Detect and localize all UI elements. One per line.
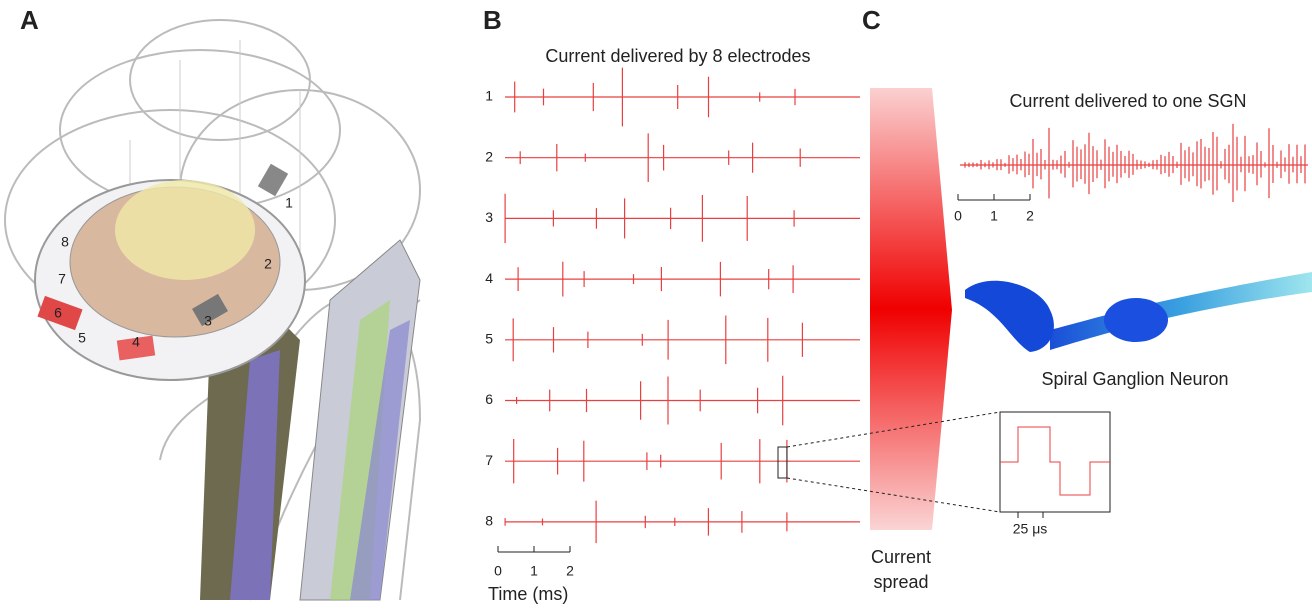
scale-tick: 0 <box>954 208 962 224</box>
spread-label: Current <box>871 547 931 567</box>
panel-labels: A B C <box>20 5 881 35</box>
electrode-label: 2 <box>264 256 272 272</box>
channel-label: 2 <box>485 148 493 164</box>
inset-scale-label: 25 μs <box>1013 521 1048 537</box>
time-scale-bar <box>497 546 571 553</box>
channel-label: 6 <box>485 391 493 407</box>
electrode-traces: 1 2 3 4 5 6 7 8 <box>485 67 860 544</box>
electrode-labels: 1 2 3 4 56 7 8 <box>54 195 293 350</box>
spread-label: spread <box>873 572 928 592</box>
channel-label: 3 <box>485 209 493 225</box>
sgn-scale-bar <box>957 194 1031 201</box>
trace <box>960 123 1308 202</box>
scale-tick: 2 <box>566 563 574 579</box>
trace <box>505 133 860 183</box>
trace <box>505 261 860 297</box>
scale-tick: 2 <box>1026 208 1034 224</box>
inset <box>777 411 1111 518</box>
trace <box>505 315 860 365</box>
channel-label: 4 <box>485 270 493 286</box>
trace <box>504 193 860 244</box>
neuron-illustration <box>965 272 1312 352</box>
electrode-label: 8 <box>61 234 69 250</box>
channel-label: 5 <box>485 331 493 347</box>
electrode-label: 1 <box>285 195 293 211</box>
sgn-trace <box>960 123 1308 202</box>
electrode-label: 5 <box>78 330 86 346</box>
panel-label: B <box>483 5 502 35</box>
electrode-ring <box>34 163 306 381</box>
channel-label: 8 <box>485 513 493 529</box>
panel-title: Current delivered to one SGN <box>1009 91 1246 111</box>
electrode-label: 6 <box>54 305 62 321</box>
trace <box>505 439 860 484</box>
electrode-label: 7 <box>58 271 66 287</box>
panel-title: Current delivered by 8 electrodes <box>545 46 810 66</box>
scale-tick: 0 <box>494 563 502 579</box>
scale-tick: 1 <box>990 208 998 224</box>
neuron-label: Spiral Ganglion Neuron <box>1041 369 1228 389</box>
panel-label: A <box>20 5 39 35</box>
axis-label: Time (ms) <box>488 584 568 604</box>
nerve-bundle <box>200 239 421 601</box>
trace <box>504 500 860 544</box>
panel-label: C <box>862 5 881 35</box>
trace <box>505 67 860 127</box>
channel-label: 1 <box>485 88 493 104</box>
trace <box>505 375 860 426</box>
electrode-label: 3 <box>204 313 212 329</box>
scale-tick: 1 <box>530 563 538 579</box>
current-spread-bar <box>870 88 952 530</box>
electrode-label: 4 <box>132 334 140 350</box>
channel-label: 7 <box>485 452 493 468</box>
